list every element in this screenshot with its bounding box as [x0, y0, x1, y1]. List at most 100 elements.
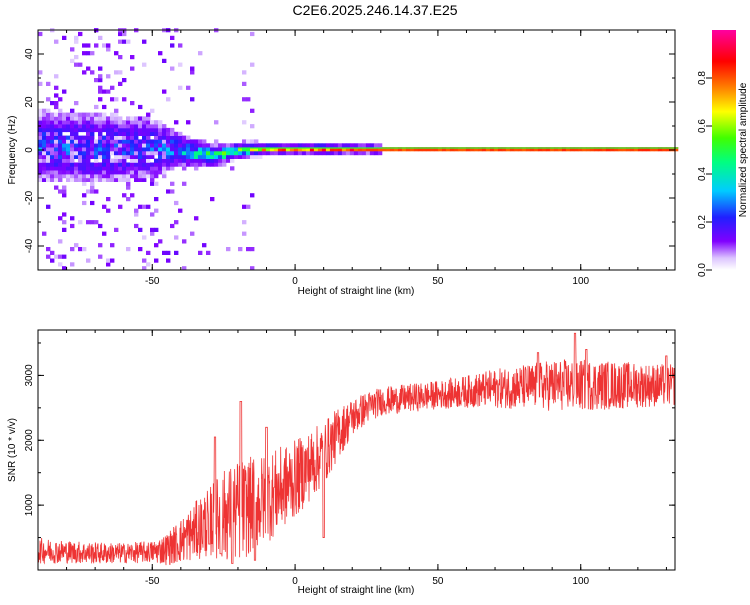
spectrogram-cell [293, 147, 299, 152]
spectrogram-cell [98, 151, 103, 156]
spectrogram-cell [363, 147, 370, 149]
spectrogram-cell [266, 147, 273, 149]
spectrogram-cell [178, 208, 183, 213]
spectrogram-cell [114, 147, 119, 152]
spectrogram-cell [495, 147, 502, 149]
spectrogram-cell [38, 112, 43, 117]
spectrogram-cell [285, 147, 291, 152]
spectrogram-cell [170, 66, 175, 71]
spectrogram-cell [114, 108, 119, 113]
spectrogram-cell [206, 151, 211, 156]
spectrogram-cell [70, 127, 75, 133]
spectrogram-cell [50, 162, 55, 167]
spectrogram-cell [62, 124, 67, 129]
spectrogram-cell [98, 131, 103, 136]
spectrogram-cell [433, 147, 439, 152]
spectrogram-cell [277, 151, 283, 156]
spectrogram-cell [86, 166, 91, 171]
spectrogram-cell [106, 74, 111, 79]
spectrogram-cell [150, 151, 155, 156]
spectrogram-cell [321, 151, 327, 156]
spectrogram-cell [297, 151, 303, 156]
spectrogram-cell [46, 143, 51, 148]
spectrogram-cell [58, 166, 63, 171]
spectrogram-cell [178, 147, 183, 152]
spectrogram-cell [178, 62, 183, 67]
spectrogram-cell [122, 139, 127, 144]
spectrogram-cell [369, 147, 375, 152]
spectrogram-cell [66, 120, 71, 125]
spectrogram-cell [369, 151, 375, 156]
spectrogram-cell [361, 143, 367, 148]
spectrogram-cell [597, 147, 603, 152]
spectrogram-cell [122, 120, 127, 125]
spectrogram-cell [130, 120, 135, 125]
spectrogram-cell [38, 70, 43, 75]
spectrogram-cell [142, 158, 147, 163]
spectrogram-cell [46, 162, 51, 167]
spectrogram-cell [609, 147, 616, 149]
spectrogram-cell [265, 147, 271, 152]
chart-title: C2E6.2025.246.14.37.E25 [292, 2, 457, 18]
spectrogram-cell [333, 147, 339, 152]
spectrogram-cell [130, 151, 135, 156]
spectrogram-cell [186, 151, 191, 156]
spectrogram-cell [50, 120, 55, 125]
spectrogram-cell [86, 112, 91, 117]
spectrogram-cell [66, 162, 71, 167]
spectrogram-cell [158, 166, 163, 171]
y-tick-label: 0 [24, 147, 35, 153]
spectrogram-cell [50, 154, 55, 159]
spectrogram-cell [134, 116, 139, 121]
spectrogram-cell [114, 51, 119, 56]
spectrogram-cell [146, 166, 151, 171]
spectrogram-cell [218, 162, 223, 167]
spectrogram-cell [110, 151, 115, 156]
spectrogram-cell [443, 147, 450, 149]
spectrogram-cell [90, 177, 95, 182]
spectrogram-cell [345, 151, 351, 156]
spectrogram-cell [62, 220, 67, 225]
spectrogram-cell [78, 177, 83, 182]
spectrogram-cell [178, 158, 183, 163]
spectrogram-cell [38, 116, 43, 121]
spectrogram-cell [633, 147, 639, 152]
spectrogram-cell [174, 131, 179, 136]
spectrogram-cell [250, 108, 255, 113]
spectrogram-cell [529, 147, 535, 152]
spectrogram-cell [70, 135, 75, 140]
spectrogram-cell [54, 139, 59, 144]
spectrogram-cell [62, 170, 67, 175]
spectrogram-cell [238, 151, 243, 156]
spectrogram-cell [246, 247, 251, 252]
spectrogram-cell [250, 124, 255, 129]
spectrogram-cell [78, 116, 83, 121]
spectrogram-cell [118, 81, 123, 86]
spectrogram-cell [50, 124, 55, 129]
spectrogram-cell [42, 174, 47, 179]
spectrogram-cell [401, 147, 407, 152]
spectrogram-cell [90, 181, 95, 186]
x-tick-label: -50 [145, 576, 160, 587]
spectrogram-cell [98, 116, 103, 121]
spectrogram-cell [66, 116, 71, 121]
spectrogram-cell [130, 162, 135, 167]
snr-ticks: -50 0 50 100 1000 2000 3000 [24, 330, 675, 587]
spectrogram-cell [272, 147, 279, 149]
spectrogram-cell [42, 166, 47, 171]
spectrogram-cell [449, 147, 456, 149]
spectrogram-cell [305, 151, 311, 156]
spectrogram-cell [122, 31, 127, 37]
spectrogram-cell [194, 216, 199, 221]
spectrogram-cell [142, 127, 147, 133]
spectrogram-cell [130, 174, 135, 179]
spectrogram-cell [46, 247, 51, 252]
spectrogram-cell [82, 51, 87, 56]
spectrogram-cell [102, 112, 107, 117]
spectrogram-cell [222, 151, 227, 156]
spectrogram-cell [206, 154, 211, 159]
spectrogram-cell [593, 147, 599, 152]
spectrogram-cell [134, 223, 139, 229]
spectrogram-cell [142, 258, 147, 263]
spectrogram-cell [38, 81, 43, 86]
